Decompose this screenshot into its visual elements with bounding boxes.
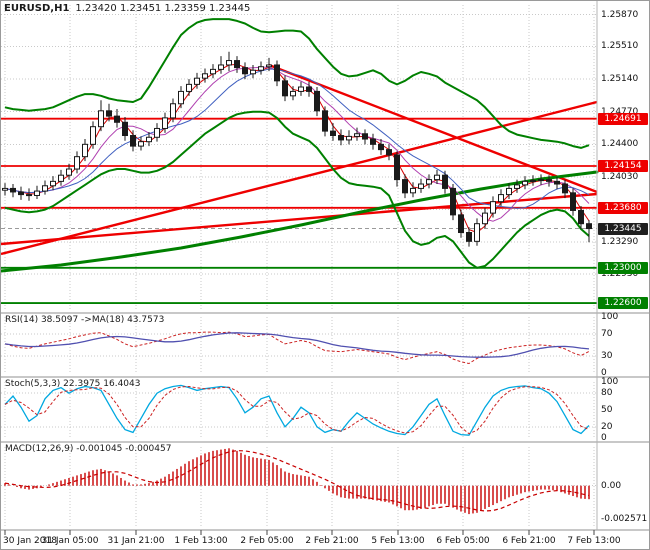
- stoch-indicator-label: Stoch(5,3,3) 22.3975 16.4043: [5, 379, 141, 389]
- macd-indicator-label: MACD(12,26,9) -0.001045 -0.000457: [5, 444, 172, 454]
- ma-ribbon-line: [4, 66, 590, 222]
- bollinger-upper-band: [4, 18, 590, 149]
- trendline[interactable]: [1, 100, 598, 256]
- bollinger-lower-band: [4, 110, 590, 269]
- macd-signal-line: [4, 449, 590, 512]
- macd-histogram: [4, 448, 590, 515]
- rsi-line: [4, 331, 590, 365]
- stoch-d-line: [4, 385, 590, 435]
- trendline[interactable]: [268, 63, 598, 194]
- chart-title: EURUSD,H1 1.23420 1.23451 1.23359 1.23445: [4, 3, 250, 14]
- long-ma-trendline[interactable]: [1, 170, 599, 273]
- quote-ohlc-values: 1.23420 1.23451 1.23359 1.23445: [75, 3, 251, 14]
- rsi-ma-line: [4, 332, 590, 358]
- symbol-timeframe-label: EURUSD,H1: [4, 3, 70, 14]
- candlesticks: [2, 51, 592, 247]
- stoch-k-line: [4, 384, 590, 436]
- trendline[interactable]: [1, 192, 598, 246]
- rsi-indicator-label: RSI(14) 38.5097 ->MA(18) 43.7573: [5, 315, 165, 325]
